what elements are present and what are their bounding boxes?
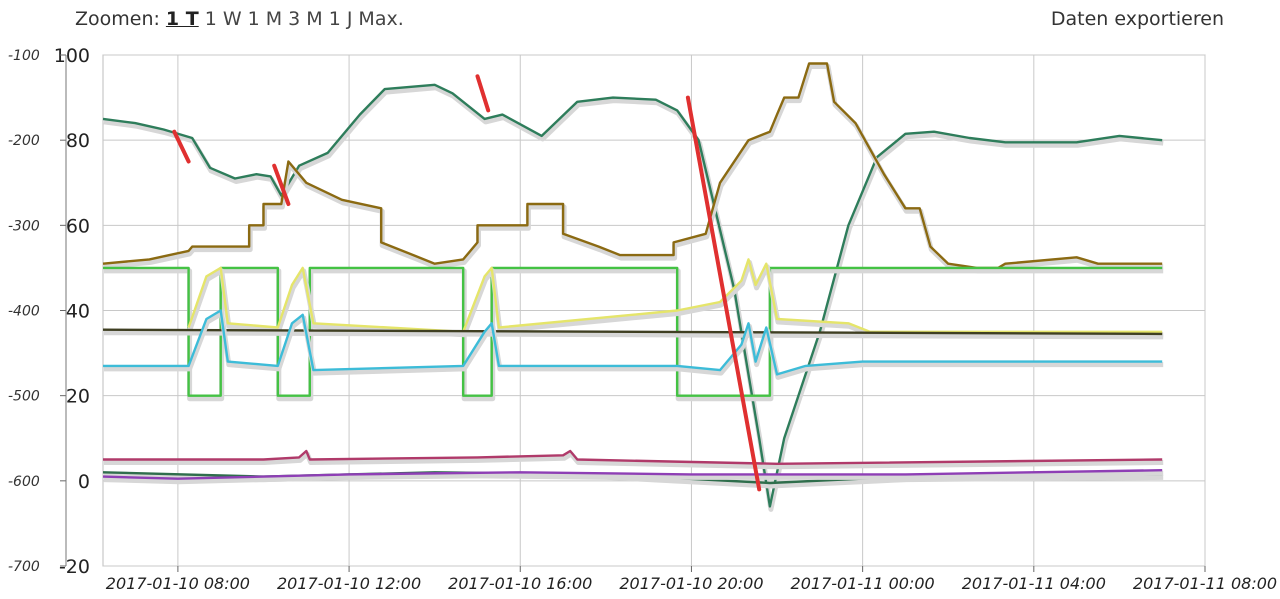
zoom-option-3m[interactable]: 3 M [288, 8, 323, 30]
y-left-tick-label: -100 [8, 48, 40, 64]
series-line-9 [102, 469, 1163, 480]
y-left-tick-label: -200 [8, 133, 40, 149]
series-line-shadow [103, 330, 1164, 340]
y-left-tick-label: -700 [8, 559, 40, 575]
axes: 100 80 60 40 20 0 -20 -100 -200 -300 -400 -500 -600 -… [8, 45, 1277, 593]
y-left-tick-label: -600 [8, 474, 40, 490]
y-left-tick-label: -400 [8, 304, 40, 320]
series-line-shadow [103, 64, 1164, 274]
series-line-shadow [104, 268, 1164, 402]
export-data-link[interactable]: Daten exportieren [1050, 8, 1224, 30]
series-line-5 [102, 328, 1163, 336]
series-line-shadow [104, 451, 1164, 470]
y-left-tick-label: -300 [8, 218, 40, 234]
y-right-tick-label: 60 [66, 215, 90, 237]
grid [102, 54, 1206, 567]
zoom-option-max[interactable]: Max. [358, 8, 404, 30]
series-line-shadow [103, 470, 1164, 485]
annotation-stroke-3 [475, 74, 491, 113]
series-line-shadow [103, 85, 1164, 512]
y-right-tick-label: 20 [66, 386, 90, 408]
zoom-label: Zoomen: [75, 8, 160, 30]
series-line-1 [102, 83, 1163, 508]
y-right-tick-label: 80 [66, 130, 90, 152]
series-group [102, 62, 1164, 512]
x-tick-label: 2017-01-11 04:00 [962, 574, 1106, 593]
series-line-4 [187, 258, 1163, 333]
zoom-option-1t[interactable]: 1 T [165, 8, 199, 30]
y-right-tick-label: 40 [66, 301, 90, 323]
annotation-stroke-2 [272, 163, 291, 206]
zoom-option-1m[interactable]: 1 M [247, 8, 283, 30]
y-left-tick-label: -500 [8, 389, 40, 405]
x-tick-label: 2017-01-10 12:00 [277, 574, 421, 593]
series-line-2 [102, 62, 1163, 270]
annotation-stroke-1 [172, 129, 191, 164]
y-right-tick-label: -20 [59, 556, 90, 578]
series-line-3 [103, 266, 1163, 397]
zoom-option-1w[interactable]: 1 W [204, 8, 242, 30]
annotation-stroke-4 [685, 95, 762, 492]
zoom-option-1j[interactable]: 1 J [328, 8, 353, 30]
series-line-shadow [104, 311, 1164, 380]
x-tick-label: 2017-01-10 16:00 [448, 574, 592, 593]
y-right-tick-label: 0 [78, 471, 90, 493]
x-tick-label: 2017-01-10 08:00 [106, 574, 250, 593]
y-right-tick-label: 100 [54, 45, 90, 67]
series-line-6 [103, 309, 1163, 376]
x-tick-label: 2017-01-11 08:00 [1133, 574, 1277, 593]
x-tick-label: 2017-01-10 20:00 [619, 574, 763, 593]
series-line-7 [103, 449, 1163, 465]
x-tick-label: 2017-01-11 00:00 [791, 574, 935, 593]
annotation-group [172, 74, 762, 492]
